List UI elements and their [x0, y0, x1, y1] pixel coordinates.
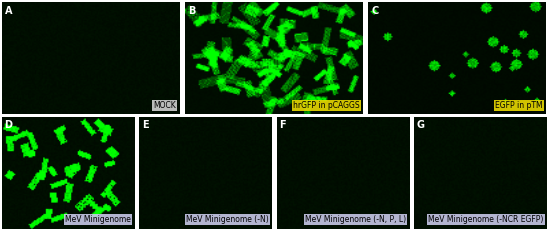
Text: hrGFP in pCAGGS: hrGFP in pCAGGS	[293, 101, 359, 110]
Text: E: E	[142, 120, 149, 130]
Text: MOCK: MOCK	[153, 101, 176, 110]
Text: EGFP in pTM: EGFP in pTM	[495, 101, 543, 110]
Text: MeV Minigenome: MeV Minigenome	[65, 215, 131, 224]
Text: MeV Minigenome (-N, P, L): MeV Minigenome (-N, P, L)	[305, 215, 406, 224]
Text: D: D	[4, 120, 12, 130]
Text: G: G	[417, 120, 425, 130]
Text: MeV Minigenome (-N): MeV Minigenome (-N)	[186, 215, 269, 224]
Text: A: A	[5, 6, 13, 16]
Text: B: B	[189, 6, 196, 16]
Text: MeV Minigenome (-NCR EGFP): MeV Minigenome (-NCR EGFP)	[429, 215, 544, 224]
Text: F: F	[279, 120, 286, 130]
Text: C: C	[372, 6, 379, 16]
